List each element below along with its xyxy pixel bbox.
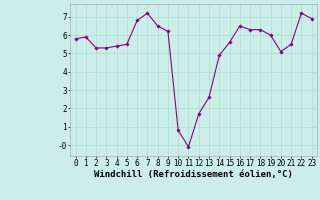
X-axis label: Windchill (Refroidissement éolien,°C): Windchill (Refroidissement éolien,°C) [94,170,293,179]
